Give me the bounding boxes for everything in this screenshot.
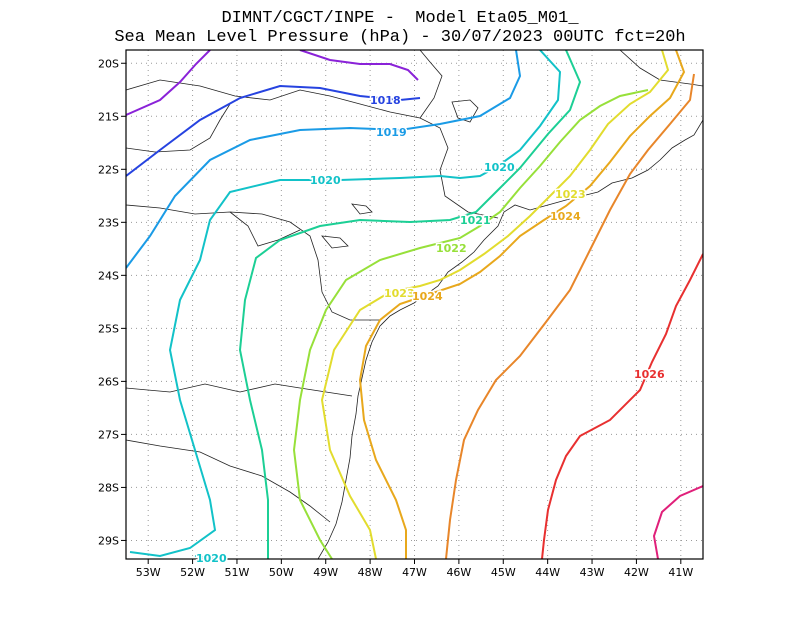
longitude-tick-label: 48W — [358, 566, 383, 579]
latitude-tick-label: 29S — [98, 534, 119, 547]
isobar-1023 — [320, 50, 670, 559]
contour-label: 1023 — [555, 188, 586, 201]
map-gridlines — [126, 50, 703, 559]
state-border — [419, 50, 443, 119]
longitude-ticks: 53W 52W 51W 50W 49W 48W 47W 46W 45W 44W 43W 42W 41W — [136, 559, 693, 579]
contour-label: 1023 — [384, 287, 415, 300]
contour-label: 1024 — [550, 210, 581, 223]
chart-title-line2: Sea Mean Level Pressure (hPa) - 30/07/20… — [114, 28, 686, 47]
lake — [451, 99, 479, 123]
isobar-1021 — [238, 50, 582, 559]
contour-label: 1021 — [460, 214, 491, 227]
longitude-tick-label: 43W — [580, 566, 605, 579]
latitude-tick-label: 21S — [98, 110, 119, 123]
isobar-1017 — [299, 50, 419, 81]
contour-labels: 1018 1019 1020 1020 1020 1021 1022 1023 … — [195, 93, 667, 567]
latitude-tick-label: 27S — [98, 428, 119, 441]
contour-label: 1020 — [310, 174, 341, 187]
longitude-tick-label: 45W — [491, 566, 516, 579]
state-border — [229, 211, 301, 247]
plot-frame — [125, 49, 704, 560]
latitude-tick-label: 28S — [98, 481, 119, 494]
state-border — [126, 439, 331, 523]
longitude-tick-label: 51W — [225, 566, 250, 579]
isobars — [126, 50, 703, 559]
contour-label: 1019 — [376, 126, 407, 139]
isobar-1024 — [358, 50, 686, 559]
state-border — [126, 204, 380, 321]
longitude-tick-label: 46W — [446, 566, 471, 579]
latitude-tick-label: 24S — [98, 269, 119, 282]
latitude-ticks: 20S 21S 22S 23S 24S 25S 26S 27S 28S 29S — [98, 57, 126, 547]
longitude-tick-label: 53W — [136, 566, 161, 579]
longitude-tick-label: 50W — [269, 566, 294, 579]
longitude-tick-label: 47W — [402, 566, 427, 579]
isobar-1020 — [129, 50, 562, 558]
contour-label: 1022 — [436, 242, 467, 255]
longitude-tick-label: 41W — [668, 566, 693, 579]
longitude-tick-label: 42W — [624, 566, 649, 579]
lake — [351, 203, 373, 215]
state-border — [619, 50, 703, 87]
latitude-tick-label: 26S — [98, 375, 119, 388]
isobar-1022 — [292, 89, 649, 559]
contour-label: 1020 — [484, 161, 515, 174]
contour-label: 1024 — [412, 290, 443, 303]
longitude-tick-label: 49W — [313, 566, 338, 579]
state-border — [126, 79, 499, 219]
isobar-1019 — [126, 50, 522, 269]
coastline-borders — [126, 50, 703, 559]
chart-title-line1: DIMNT/CGCT/INPE - Model Eta05_M01_ — [221, 9, 579, 28]
latitude-tick-label: 23S — [98, 216, 119, 229]
latitude-tick-label: 20S — [98, 57, 119, 70]
isobar-1027 — [652, 485, 703, 559]
isobar-1017 — [126, 50, 211, 116]
longitude-tick-label: 44W — [535, 566, 560, 579]
contour-label: 1026 — [634, 368, 665, 381]
coastline — [317, 119, 703, 559]
latitude-tick-label: 22S — [98, 163, 119, 176]
isobar-1026 — [541, 253, 703, 559]
isobar-1025 — [445, 73, 695, 559]
longitude-tick-label: 52W — [180, 566, 205, 579]
isobar-1018 — [126, 84, 421, 177]
contour-label: 1020 — [196, 552, 227, 565]
contour-label: 1018 — [370, 94, 401, 107]
state-border — [126, 103, 231, 153]
state-border — [126, 383, 353, 397]
latitude-tick-label: 25S — [98, 322, 119, 335]
lake — [321, 235, 349, 249]
